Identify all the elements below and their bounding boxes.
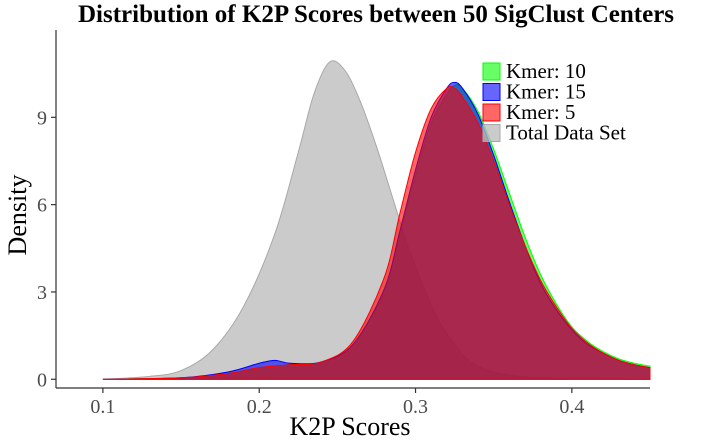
legend-key-kmer-5 [482,103,501,122]
y-tick-label: 0 [37,369,47,391]
legend-key-kmer-10 [482,62,501,81]
legend-key-kmer-15 [482,83,501,101]
legend-label-total-data-set: Total Data Set [506,121,626,145]
legend-key-total-data-set [482,124,501,142]
axes: 0.1 0.2 0.3 0.4 0 3 6 9 [37,30,650,418]
legend-label-kmer-15: Kmer: 15 [506,80,586,104]
x-tick-label: 0.4 [559,396,584,418]
x-tick-label: 0.3 [403,396,428,418]
plot-areas [102,60,651,380]
x-axis-label: K2P Scores [289,412,410,440]
y-tick-label: 3 [37,282,47,304]
legend-label-kmer-5: Kmer: 5 [506,100,575,124]
y-axis-label: Density [3,175,32,256]
chart-title: Distribution of K2P Scores between 50 Si… [78,1,674,28]
density-area-kmer-5 [102,85,651,380]
y-tick-label: 9 [37,107,47,129]
x-tick-label: 0.1 [90,396,115,418]
y-tick-label: 6 [37,195,47,217]
legend-label-kmer-10: Kmer: 10 [506,59,586,83]
x-tick-label: 0.2 [247,396,272,418]
